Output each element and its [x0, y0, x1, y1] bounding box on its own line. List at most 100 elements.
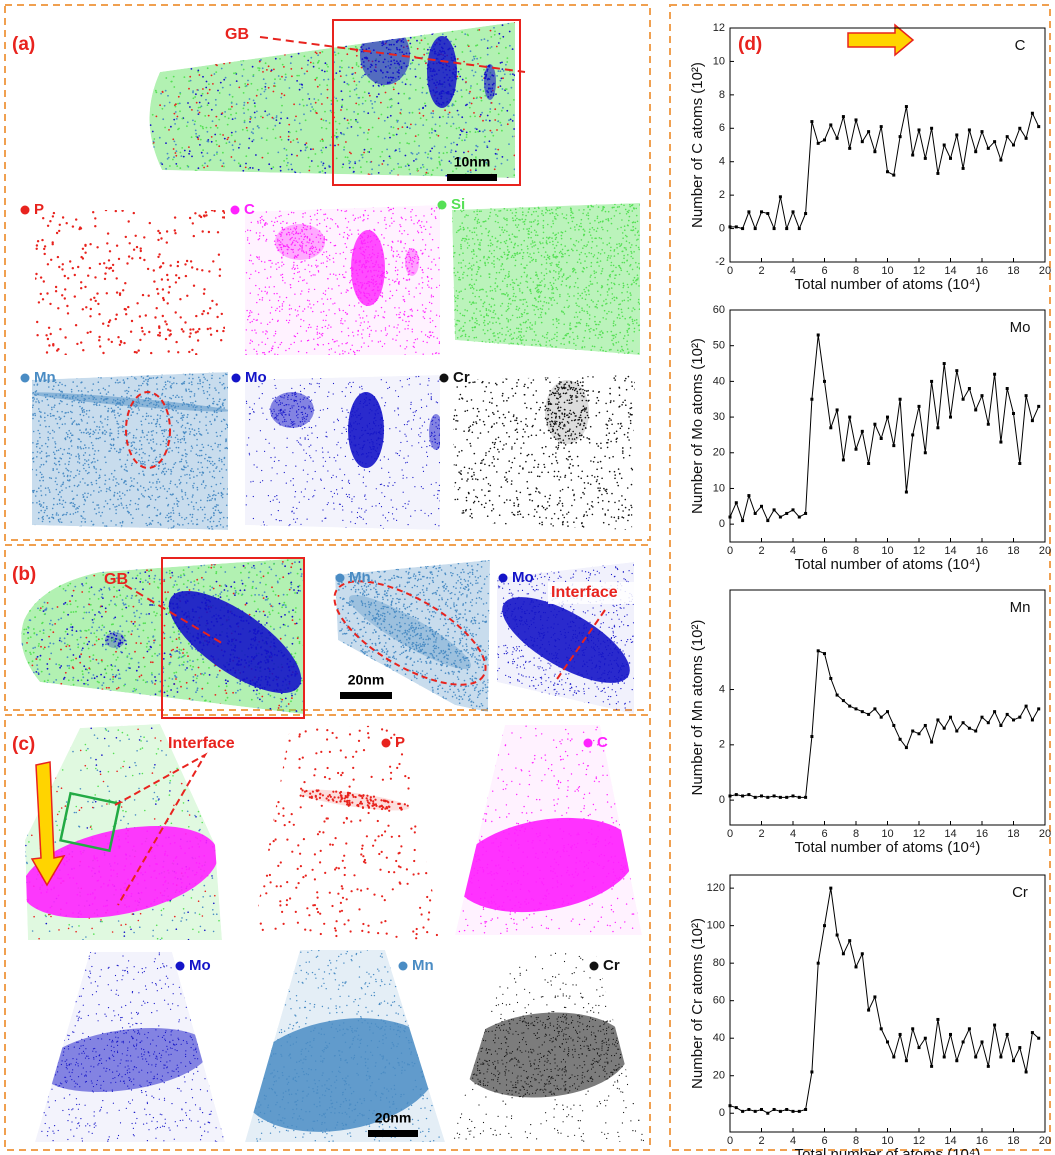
atom-dot — [413, 36, 416, 39]
atom-dot — [488, 250, 491, 252]
atom-dot — [289, 141, 292, 143]
atom-dot — [281, 30, 284, 32]
atom-dot — [375, 260, 377, 262]
atom-dot — [542, 226, 545, 229]
atom-dot — [549, 271, 552, 273]
atom-dot — [48, 344, 51, 347]
atom-dot — [589, 352, 592, 355]
atom-dot — [138, 50, 140, 52]
atom-dot — [549, 344, 552, 346]
atom-dot — [591, 226, 594, 229]
atom-dot — [192, 91, 194, 94]
atom-dot — [463, 271, 465, 274]
atom-dot — [529, 290, 532, 293]
atom-dot — [339, 253, 341, 255]
atom-dot — [457, 271, 459, 274]
atom-dot — [553, 203, 556, 206]
atom-dot — [372, 262, 374, 265]
atom-dot — [386, 82, 389, 85]
atom-dot — [386, 71, 388, 73]
atom-dot — [285, 157, 288, 160]
atom-dot — [517, 336, 520, 338]
atom-dot — [636, 231, 639, 234]
atom-dot — [111, 269, 115, 272]
atom-dot — [483, 255, 485, 258]
atom-dot — [130, 319, 134, 323]
atom-dot — [486, 145, 488, 147]
atom-dot — [94, 461, 96, 463]
atom-dot — [507, 330, 510, 333]
atom-dot — [628, 209, 630, 212]
atom-dot — [252, 74, 255, 76]
atom-dot — [455, 290, 458, 292]
atom-dot — [456, 305, 459, 307]
atom-dot — [328, 354, 330, 355]
atom-dot — [252, 139, 255, 141]
atom-dot — [545, 207, 547, 209]
atom-dot — [527, 236, 530, 239]
atom-dot — [279, 233, 281, 235]
atom-dot — [475, 279, 478, 281]
atom-dot — [493, 260, 495, 262]
atom-dot — [444, 109, 446, 112]
atom-dot — [234, 45, 236, 47]
atom-dot — [373, 254, 375, 256]
atom-dot — [249, 176, 252, 178]
atom-dot — [513, 99, 515, 101]
atom-dot — [424, 102, 426, 105]
atom-dot — [243, 54, 245, 56]
atom-dot — [272, 224, 275, 227]
atom-dot — [196, 45, 198, 48]
atom-dot — [464, 349, 466, 352]
atom-dot — [415, 28, 418, 30]
atom-dot — [504, 218, 506, 221]
atom-dot — [197, 113, 200, 115]
atom-dot — [467, 344, 470, 346]
atom-dot — [295, 227, 297, 230]
atom-dot — [430, 249, 432, 251]
atom-dot — [342, 276, 345, 278]
atom-dot — [274, 176, 277, 178]
atom-dot — [490, 36, 493, 38]
atom-dot — [158, 136, 161, 139]
atom-dot — [338, 285, 340, 287]
atom-dot — [321, 103, 323, 105]
atom-dot — [311, 247, 314, 250]
atom-dot — [388, 132, 391, 135]
atom-dot — [368, 92, 370, 95]
atom-dot — [294, 237, 296, 239]
atom-dot — [323, 70, 326, 73]
atom-dot — [138, 129, 140, 131]
atom-dot — [279, 343, 281, 346]
atom-dot — [613, 334, 615, 337]
atom-dot — [373, 317, 376, 319]
atom-dot — [531, 324, 533, 326]
atom-dot — [494, 30, 496, 33]
atom-dot — [550, 284, 553, 287]
atom-dot — [63, 274, 66, 278]
atom-dot — [221, 86, 224, 89]
atom-dot — [366, 237, 369, 239]
atom-dot — [191, 109, 193, 111]
atom-dot — [589, 330, 591, 333]
atom-dot — [530, 225, 533, 228]
atom-dot — [234, 57, 237, 60]
cluster — [426, 36, 458, 108]
atom-dot — [400, 39, 403, 42]
atom-dot — [526, 312, 528, 315]
atom-dot — [533, 241, 536, 243]
atom-dot — [375, 310, 377, 312]
atom-dot — [537, 288, 540, 291]
atom-dot — [597, 337, 599, 339]
atom-dot — [179, 176, 182, 178]
atom-dot — [314, 78, 317, 81]
atom-dot — [469, 87, 472, 89]
atom-dot — [191, 266, 194, 269]
atom-dot — [487, 87, 490, 90]
atom-dot — [259, 220, 262, 222]
atom-dot — [278, 41, 281, 43]
atom-dot — [305, 252, 308, 254]
atom-dot — [331, 219, 334, 221]
atom-dot — [156, 39, 158, 42]
atom-dot — [397, 127, 400, 130]
